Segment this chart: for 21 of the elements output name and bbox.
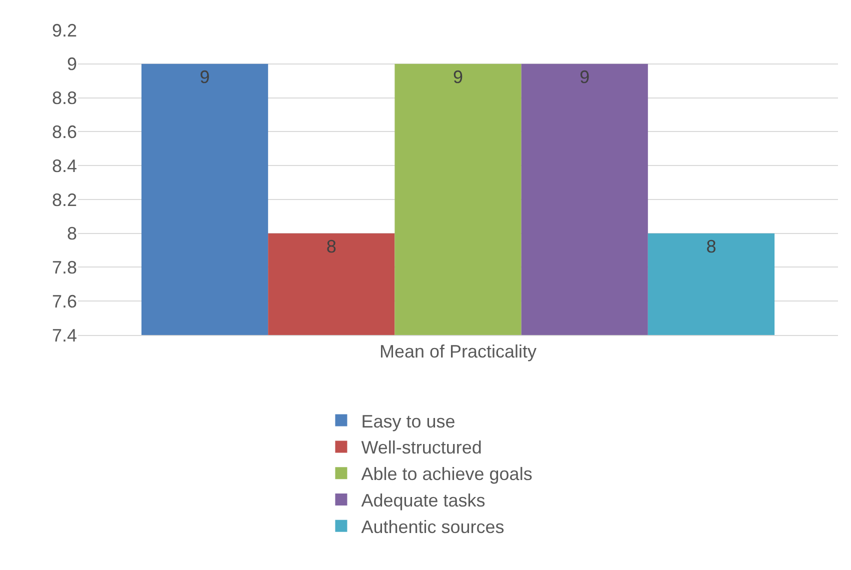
y-tick-label: 8.8 [52,88,77,108]
y-tick-label: 7.6 [52,291,77,312]
y-tick-label: 9 [66,54,77,74]
data-label: 9 [200,66,210,87]
data-label: 8 [326,236,336,256]
legend-label: Able to achieve goals [361,464,532,484]
y-tick-label: 8.2 [52,190,77,210]
data-label: 8 [706,236,716,256]
legend-label: Easy to use [361,411,456,432]
y-tick-label: 8.4 [52,156,77,176]
y-tick-label: 7.8 [52,258,77,278]
data-label: 9 [580,66,590,87]
legend-label: Authentic sources [361,516,504,537]
x-tick-label: Mean of Practicality [379,342,537,362]
y-tick-label: 9.2 [52,20,77,40]
y-tick-label: 8.6 [52,122,77,142]
legend-label: Adequate tasks [361,490,486,511]
y-tick-label: 8 [66,224,77,244]
y-tick-label: 7.4 [52,325,77,346]
legend-label: Well-structured [361,438,482,458]
data-label: 9 [452,66,464,87]
